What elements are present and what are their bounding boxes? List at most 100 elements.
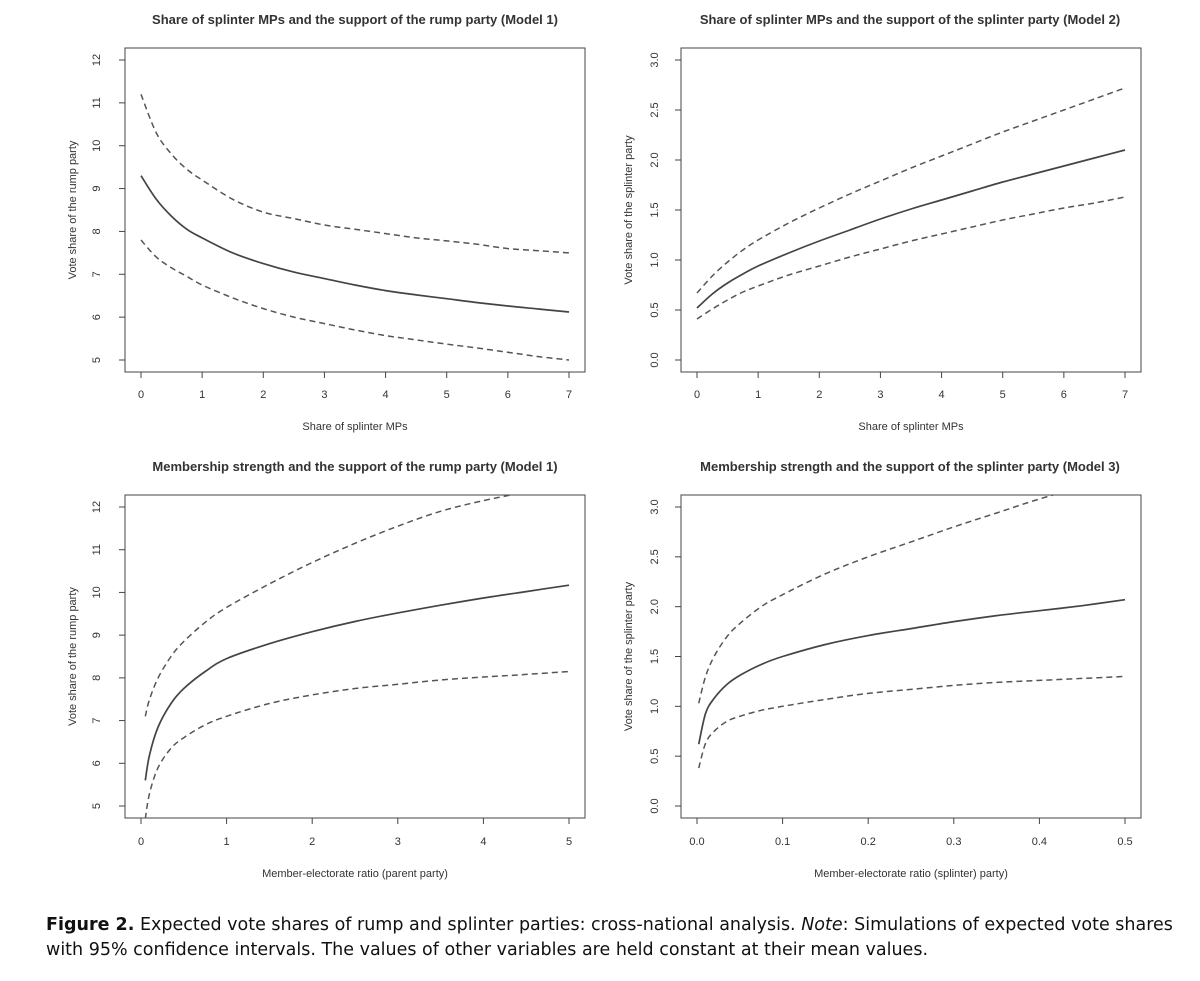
y-tick-label: 11 (91, 97, 103, 108)
y-tick-label: 10 (91, 140, 103, 152)
x-axis-label: Member-electorate ratio (parent party) (262, 868, 448, 880)
upper-ci-line (140, 94, 570, 254)
x-tick-label: 1 (199, 389, 205, 401)
y-axis-label: Vote share of the splinter party (623, 135, 635, 285)
y-tick-label: 0.5 (649, 749, 661, 764)
x-tick-label: 0.0 (689, 836, 704, 848)
lower-ci-line (140, 239, 570, 361)
chart-panel-1: Share of splinter MPs and the support of… (67, 12, 586, 433)
series-group (697, 495, 1126, 769)
series-group (144, 495, 570, 818)
y-tick-label: 6 (91, 314, 103, 320)
x-tick-label: 4 (939, 389, 945, 401)
expected-value-line (696, 149, 1126, 309)
series-group (696, 87, 1126, 320)
chart-title: Share of splinter MPs and the support of… (700, 12, 1120, 27)
x-tick-label: 5 (444, 389, 450, 401)
plot-frame (124, 494, 586, 819)
x-tick-label: 4 (480, 836, 486, 848)
figure-panels: Share of splinter MPs and the support of… (67, 12, 1142, 880)
x-tick-label: 0.5 (1117, 836, 1132, 848)
x-tick-label: 0.4 (1032, 836, 1047, 848)
x-tick-label: 5 (1000, 389, 1006, 401)
y-tick-label: 2.0 (649, 152, 661, 167)
upper-ci-line (696, 87, 1126, 294)
x-tick-label: 4 (383, 389, 389, 401)
x-tick-label: 7 (1122, 389, 1128, 401)
x-tick-label: 1 (224, 836, 230, 848)
y-tick-label: 12 (91, 501, 103, 513)
x-tick-label: 2 (309, 836, 315, 848)
x-tick-label: 7 (566, 389, 572, 401)
expected-value-line (140, 175, 570, 313)
chart-panel-2: Share of splinter MPs and the support of… (623, 12, 1142, 433)
x-tick-label: 1 (755, 389, 761, 401)
x-axis-label: Share of splinter MPs (858, 421, 964, 433)
y-tick-label: 8 (91, 228, 103, 234)
x-tick-label: 0 (694, 389, 700, 401)
x-tick-label: 0.3 (946, 836, 961, 848)
caption-text: Expected vote shares of rump and splinte… (139, 915, 796, 935)
y-tick-label: 1.5 (649, 202, 661, 217)
y-tick-label: 2.0 (649, 599, 661, 614)
y-tick-label: 11 (91, 544, 103, 555)
y-tick-label: 1.0 (649, 252, 661, 267)
series-group (140, 94, 570, 361)
y-tick-label: 9 (91, 186, 103, 192)
y-tick-label: 5 (91, 803, 103, 809)
x-tick-label: 6 (505, 389, 511, 401)
y-tick-label: 0.0 (649, 352, 661, 367)
x-tick-label: 5 (566, 836, 572, 848)
caption-label: Figure 2. (46, 915, 135, 935)
upper-ci-line (697, 495, 1056, 704)
caption-note-label: Note (801, 915, 843, 935)
lower-ci-line (144, 670, 570, 818)
figure-caption: Figure 2. Expected vote shares of rump a… (46, 913, 1181, 963)
expected-value-line (144, 584, 570, 781)
x-tick-label: 0.1 (775, 836, 790, 848)
x-axis-label: Member-electorate ratio (splinter) party… (814, 868, 1008, 880)
chart-title: Membership strength and the support of t… (152, 459, 557, 474)
x-tick-label: 3 (877, 389, 883, 401)
x-tick-label: 2 (816, 389, 822, 401)
plot-frame (680, 494, 1142, 819)
chart-title: Share of splinter MPs and the support of… (152, 12, 558, 27)
lower-ci-line (697, 675, 1126, 769)
expected-value-line (697, 598, 1126, 745)
x-tick-label: 3 (395, 836, 401, 848)
x-tick-label: 6 (1061, 389, 1067, 401)
y-tick-label: 3.0 (649, 499, 661, 514)
plot-frame (680, 47, 1142, 373)
y-tick-label: 7 (91, 271, 103, 277)
x-tick-label: 0.2 (861, 836, 876, 848)
lower-ci-line (696, 196, 1126, 320)
y-tick-label: 5 (91, 357, 103, 363)
y-tick-label: 2.5 (649, 102, 661, 117)
y-axis-label: Vote share of the splinter party (623, 581, 635, 731)
y-tick-label: 12 (91, 54, 103, 66)
chart-panel-3: Membership strength and the support of t… (67, 459, 586, 880)
x-tick-label: 3 (321, 389, 327, 401)
x-tick-label: 2 (260, 389, 266, 401)
y-tick-label: 8 (91, 675, 103, 681)
x-axis-label: Share of splinter MPs (302, 421, 408, 433)
y-tick-label: 10 (91, 586, 103, 598)
y-axis-label: Vote share of the rump party (67, 587, 79, 726)
y-tick-label: 1.0 (649, 699, 661, 714)
x-tick-label: 0 (138, 389, 144, 401)
y-tick-label: 1.5 (649, 649, 661, 664)
y-tick-label: 9 (91, 632, 103, 638)
y-tick-label: 0.0 (649, 798, 661, 813)
caption-note-text: : Simulations of expected vote shares wi… (46, 915, 1173, 960)
x-tick-label: 0 (138, 836, 144, 848)
chart-title: Membership strength and the support of t… (700, 459, 1120, 474)
y-tick-label: 6 (91, 760, 103, 766)
chart-panel-4: Membership strength and the support of t… (623, 459, 1142, 880)
y-tick-label: 0.5 (649, 302, 661, 317)
y-axis-label: Vote share of the rump party (67, 140, 79, 279)
plot-frame (124, 47, 586, 373)
upper-ci-line (144, 495, 516, 717)
y-tick-label: 3.0 (649, 52, 661, 67)
y-tick-label: 2.5 (649, 549, 661, 564)
y-tick-label: 7 (91, 718, 103, 724)
